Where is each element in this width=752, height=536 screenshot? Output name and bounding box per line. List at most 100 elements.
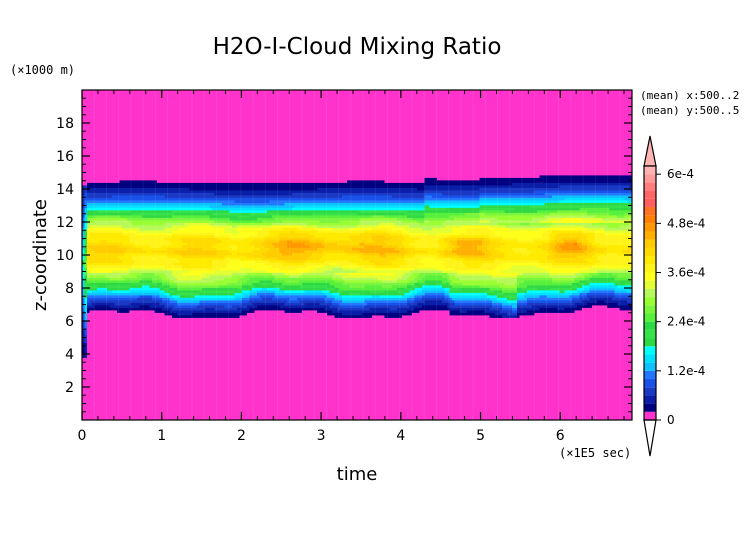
heatmap-cell bbox=[152, 98, 155, 101]
heatmap-cell bbox=[120, 113, 123, 116]
heatmap-cell bbox=[147, 303, 150, 306]
heatmap-cell bbox=[102, 373, 105, 376]
heatmap-cell bbox=[112, 313, 115, 316]
heatmap-cell bbox=[95, 403, 98, 406]
heatmap-cell bbox=[112, 323, 115, 326]
heatmap-cell bbox=[97, 360, 100, 363]
heatmap-cell bbox=[115, 373, 118, 376]
heatmap-cell bbox=[85, 290, 88, 293]
heatmap-cell bbox=[137, 323, 140, 326]
heatmap-cell bbox=[102, 93, 105, 96]
heatmap-cell bbox=[120, 390, 123, 393]
heatmap-cell bbox=[120, 358, 123, 361]
heatmap-cell bbox=[122, 248, 125, 251]
heatmap-cell bbox=[120, 300, 123, 303]
heatmap-cell bbox=[140, 253, 143, 256]
heatmap-cell bbox=[85, 405, 88, 408]
heatmap-cell bbox=[137, 208, 140, 211]
heatmap-cell bbox=[90, 130, 93, 133]
heatmap-cell bbox=[102, 275, 105, 278]
heatmap-cell bbox=[120, 110, 123, 113]
heatmap-cell bbox=[125, 130, 128, 133]
heatmap-cell bbox=[145, 168, 148, 171]
heatmap-cell bbox=[115, 370, 118, 373]
heatmap-cell bbox=[175, 310, 178, 313]
heatmap-cell bbox=[85, 250, 88, 253]
heatmap-cell bbox=[162, 415, 165, 418]
heatmap-cell bbox=[145, 100, 148, 103]
heatmap-cell bbox=[175, 270, 178, 273]
heatmap-cell bbox=[97, 160, 100, 163]
heatmap-cell bbox=[115, 163, 118, 166]
heatmap-cell bbox=[165, 285, 168, 288]
heatmap-cell bbox=[102, 210, 105, 213]
heatmap-cell bbox=[152, 178, 155, 181]
heatmap-cell bbox=[100, 148, 103, 151]
heatmap-cell bbox=[140, 238, 143, 241]
heatmap-cell bbox=[127, 98, 130, 101]
heatmap-cell bbox=[127, 358, 130, 361]
heatmap-cell bbox=[162, 323, 165, 326]
heatmap-cell bbox=[102, 415, 105, 418]
heatmap-cell bbox=[137, 133, 140, 136]
heatmap-cell bbox=[112, 200, 115, 203]
heatmap-cell bbox=[110, 153, 113, 156]
heatmap-cell bbox=[140, 140, 143, 143]
heatmap-cell bbox=[150, 178, 153, 181]
heatmap-cell bbox=[160, 335, 163, 338]
heatmap-cell bbox=[145, 365, 148, 368]
heatmap-cell bbox=[172, 373, 175, 376]
heatmap-cell bbox=[132, 350, 135, 353]
heatmap-cell bbox=[95, 183, 98, 186]
heatmap-cell bbox=[90, 308, 93, 311]
heatmap-cell bbox=[112, 225, 115, 228]
heatmap-cell bbox=[127, 240, 130, 243]
heatmap-cell bbox=[175, 298, 178, 301]
heatmap-cell bbox=[132, 180, 135, 183]
heatmap-cell bbox=[100, 375, 103, 378]
heatmap-cell bbox=[137, 213, 140, 216]
heatmap-cell bbox=[132, 285, 135, 288]
heatmap-cell bbox=[90, 358, 93, 361]
heatmap-cell bbox=[120, 135, 123, 138]
heatmap-cell bbox=[90, 243, 93, 246]
heatmap-cell bbox=[122, 138, 125, 141]
heatmap-cell bbox=[95, 245, 98, 248]
heatmap-cell bbox=[110, 250, 113, 253]
heatmap-cell bbox=[152, 358, 155, 361]
heatmap-cell bbox=[157, 380, 160, 383]
heatmap-cell bbox=[175, 188, 178, 191]
heatmap-cell bbox=[172, 123, 175, 126]
heatmap-cell bbox=[120, 223, 123, 226]
heatmap-cell bbox=[145, 98, 148, 101]
heatmap-cell bbox=[150, 243, 153, 246]
heatmap-cell bbox=[107, 405, 110, 408]
heatmap-cell bbox=[145, 370, 148, 373]
heatmap-cell bbox=[115, 123, 118, 126]
heatmap-cell bbox=[170, 150, 173, 153]
heatmap-cell bbox=[152, 185, 155, 188]
heatmap-cell bbox=[102, 98, 105, 101]
heatmap-cell bbox=[115, 343, 118, 346]
heatmap-cell bbox=[115, 195, 118, 198]
heatmap-cell bbox=[107, 375, 110, 378]
heatmap-cell bbox=[112, 253, 115, 256]
heatmap-cell bbox=[157, 338, 160, 341]
heatmap-cell bbox=[120, 150, 123, 153]
heatmap-cell bbox=[125, 305, 128, 308]
heatmap-cell bbox=[172, 295, 175, 298]
heatmap-cell bbox=[115, 295, 118, 298]
heatmap-cell bbox=[90, 148, 93, 151]
heatmap-cell bbox=[145, 325, 148, 328]
heatmap-cell bbox=[127, 243, 130, 246]
heatmap-cell bbox=[162, 188, 165, 191]
heatmap-cell bbox=[157, 200, 160, 203]
heatmap-cell bbox=[160, 400, 163, 403]
heatmap-cell bbox=[145, 350, 148, 353]
heatmap-cell bbox=[140, 280, 143, 283]
heatmap-cell bbox=[162, 315, 165, 318]
heatmap-cell bbox=[147, 388, 150, 391]
heatmap-cell bbox=[95, 333, 98, 336]
heatmap-cell bbox=[120, 268, 123, 271]
heatmap-cell bbox=[165, 388, 168, 391]
